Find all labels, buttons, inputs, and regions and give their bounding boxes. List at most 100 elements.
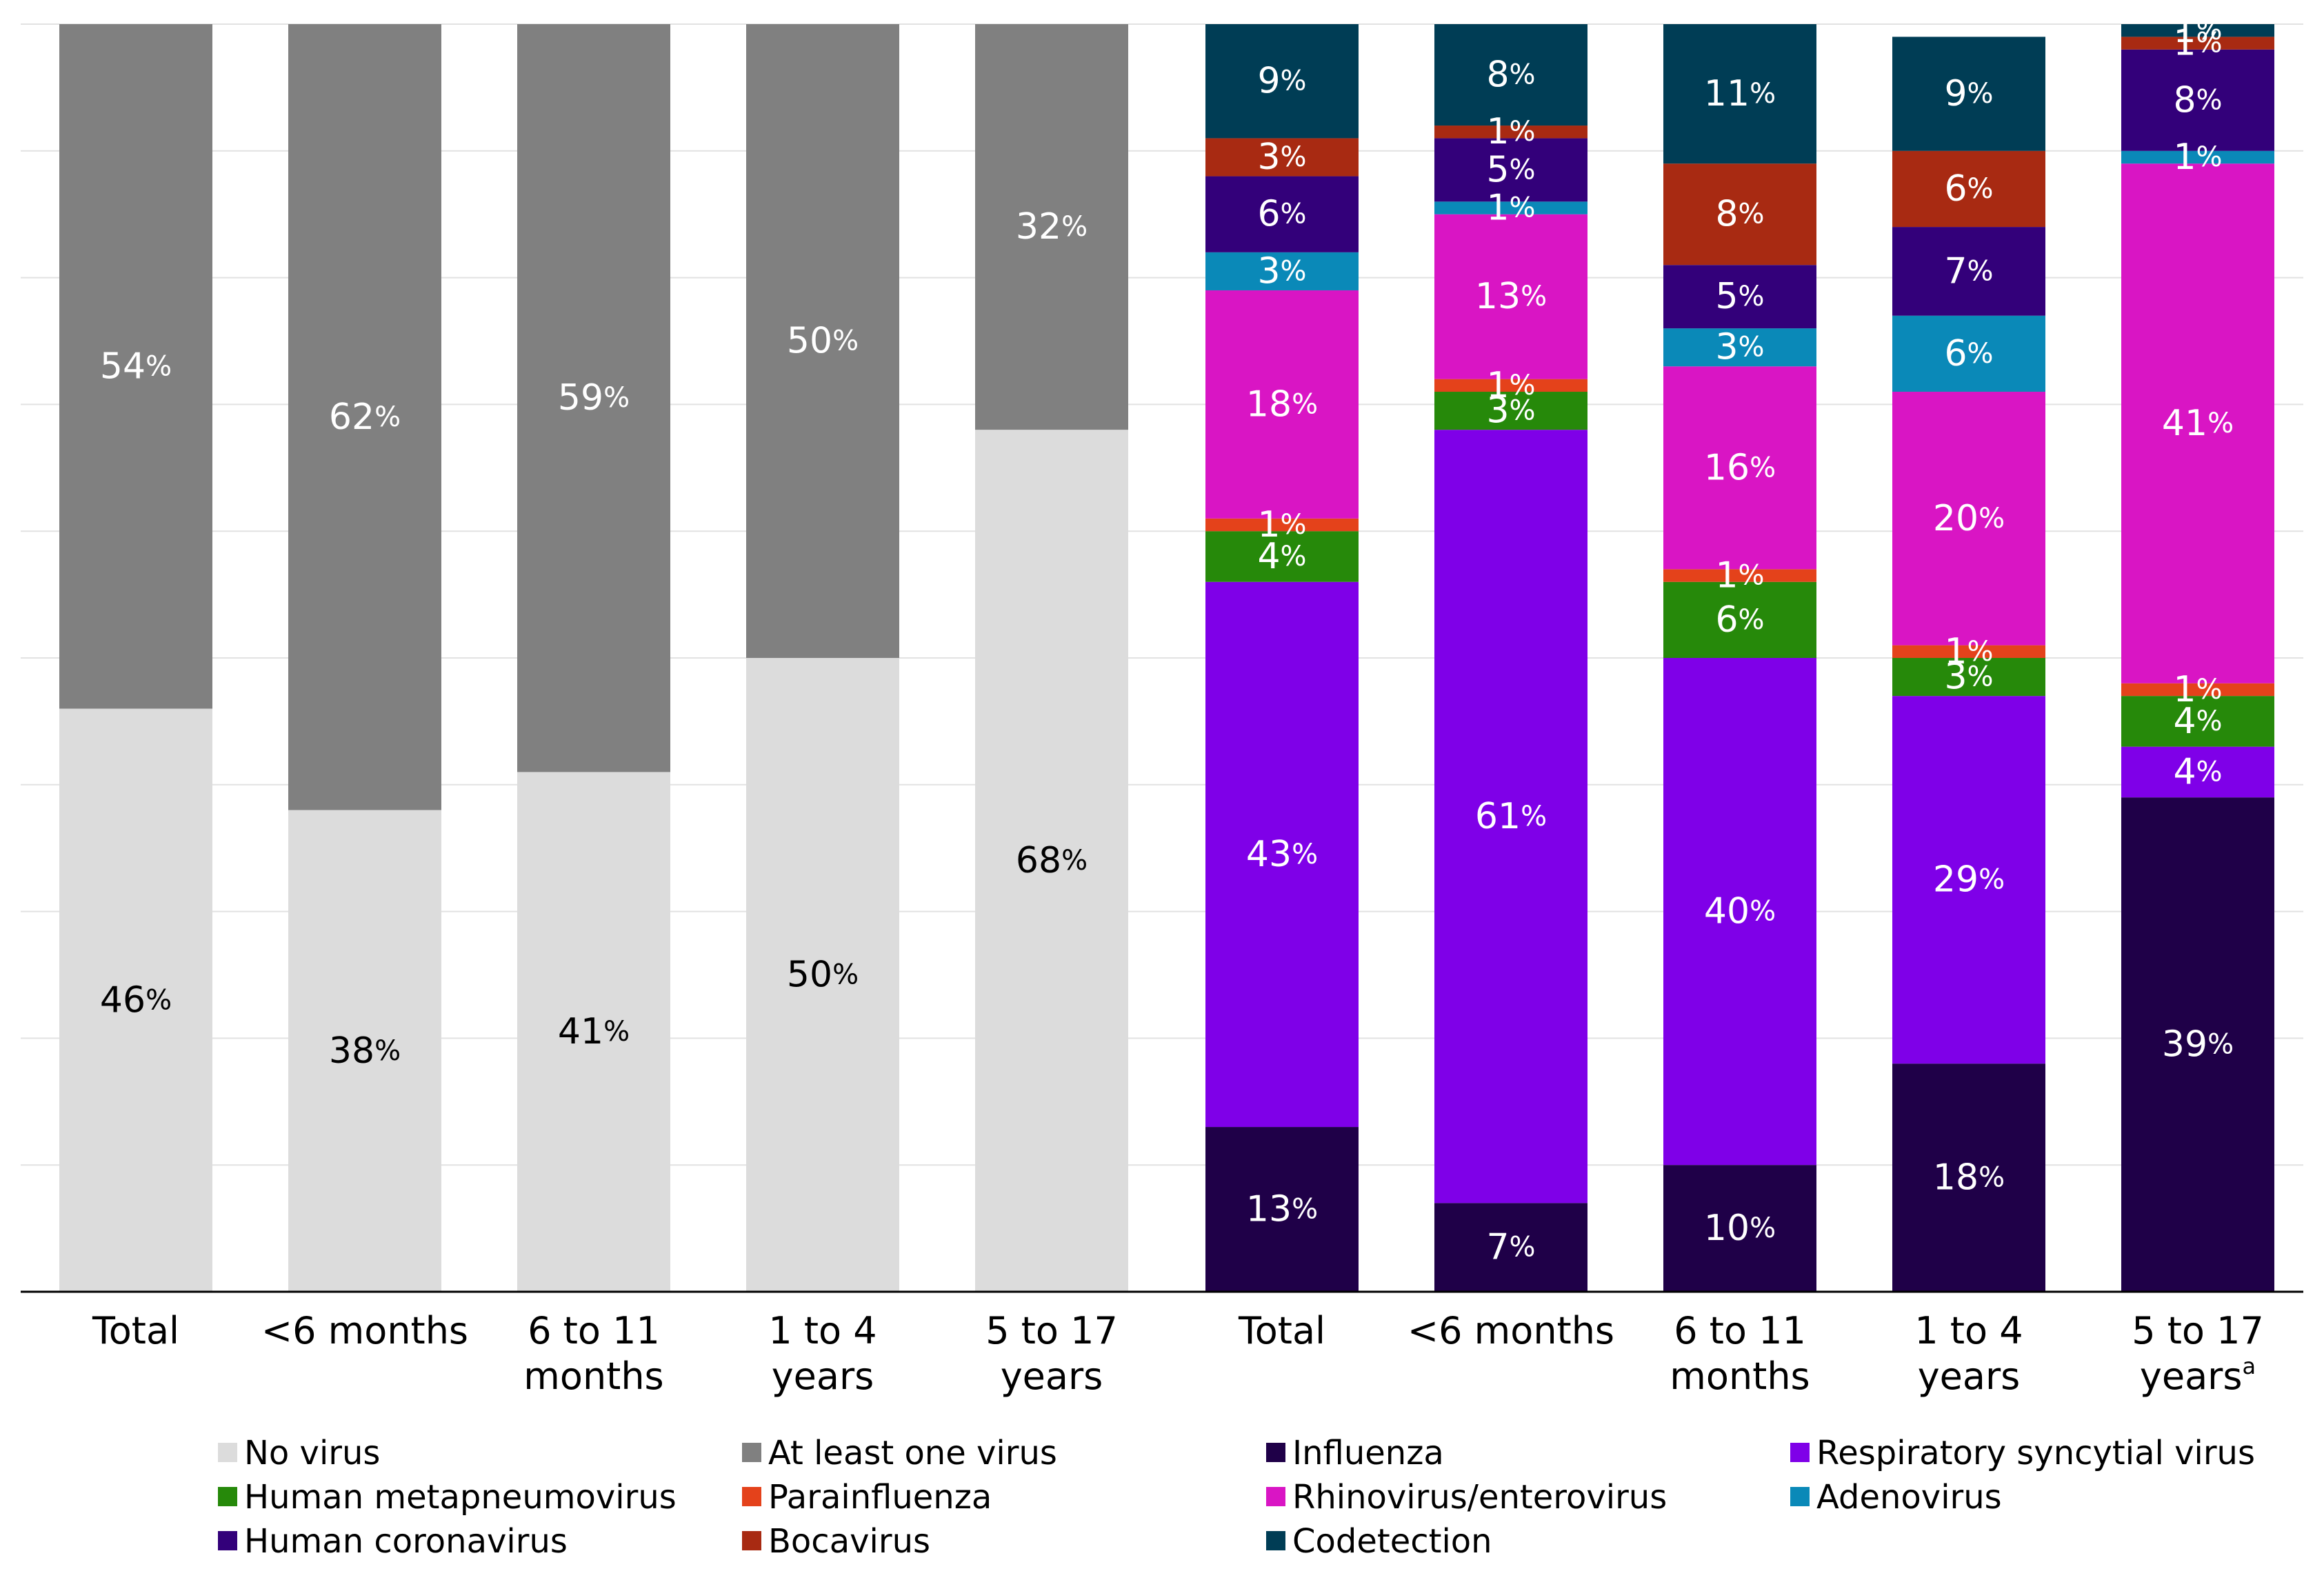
bar-virus_type-6-months-rhinovirus-enterovirus [1434, 214, 1587, 379]
bar-virus_detection-1-to-4-years-no-virus [746, 658, 899, 1292]
x-tick-labels: Total <6 months 6 to 11 months 1 to 4 years 5 … [92, 1309, 2264, 1398]
data-label-virus_type-total-influenza: 13% [1246, 1189, 1318, 1230]
bar-virus_type-6-months-human-metapneumovirus [1434, 392, 1587, 430]
legend-label-influenza: Influenza [1292, 1434, 1444, 1472]
bar-virus_type-6-months-respiratory-syncytial-virus [1434, 430, 1587, 1203]
legend-label-codetection: Codetection [1292, 1522, 1492, 1561]
bar-virus_type-6-to-11-months-respiratory-syncytial-virus [1663, 658, 1816, 1166]
data-label-virus_type-5-to-17-years-rhinovirus-enterovirus: 41% [2162, 403, 2234, 444]
x-tick-label-virus_type-1-to-4-years: 1 to 4 years [1914, 1309, 2023, 1398]
bar-virus_detection-6-to-11-months-at-least-one-virus [517, 24, 670, 772]
bar-virus_type-1-to-4-years-rhinovirus-enterovirus [1892, 392, 2045, 646]
data-label-virus_type-total-respiratory-syncytial-virus: 43% [1246, 834, 1318, 875]
bar-virus_type-5-to-17-years-human-coronavirus [2121, 49, 2274, 151]
data-label-virus_type-6-months-human-coronavirus: 5% [1486, 149, 1535, 190]
data-label-virus_detection-6-to-11-months-at-least-one-virus: 59% [558, 377, 630, 419]
bar-virus_type-6-to-11-months-bocavirus [1663, 163, 1816, 266]
bar-virus_type-1-to-4-years-human-metapneumovirus [1892, 658, 2045, 697]
bar-virus_detection-total-at-least-one-virus [59, 24, 212, 709]
bar-virus_type-5-to-17-years-human-metapneumovirus [2121, 696, 2274, 747]
bar-virus_type-total-codetection [1205, 24, 1359, 139]
data-label-virus_type-6-to-11-months-human-metapneumovirus: 6% [1715, 599, 1764, 641]
data-label-virus_type-6-to-11-months-codetection: 11% [1704, 73, 1776, 114]
data-label-virus_type-6-to-11-months-parainfluenza: 1% [1715, 555, 1764, 597]
bar-virus_type-6-to-11-months-rhinovirus-enterovirus [1663, 366, 1816, 570]
bar-virus_type-5-to-17-years-bocavirus [2121, 37, 2274, 50]
bar-virus_type-5-to-17-years-influenza [2121, 797, 2274, 1292]
legend-swatch-human-coronavirus [218, 1531, 237, 1550]
bar-virus_type-6-to-11-months-codetection [1663, 24, 1816, 164]
data-label-virus_type-1-to-4-years-bocavirus: 6% [1944, 168, 1993, 210]
legend-swatch-adenovirus [1790, 1487, 1810, 1506]
bar-virus_type-6-to-11-months-human-coronavirus [1663, 265, 1816, 329]
legend-swatch-bocavirus [742, 1531, 761, 1550]
bar-virus_type-1-to-4-years-human-coronavirus [1892, 227, 2045, 316]
legend-swatch-no-virus [218, 1443, 237, 1462]
bar-virus_type-total-rhinovirus-enterovirus [1205, 290, 1359, 519]
data-label-virus_detection-total-at-least-one-virus: 54% [100, 346, 172, 387]
legend-swatch-rhinovirus-enterovirus [1266, 1487, 1285, 1506]
bar-virus_type-6-months-human-coronavirus [1434, 138, 1587, 202]
bar-virus_type-1-to-4-years-respiratory-syncytial-virus [1892, 696, 2045, 1064]
bar-virus_type-1-to-4-years-adenovirus [1892, 315, 2045, 392]
data-label-virus_type-6-to-11-months-influenza: 10% [1704, 1208, 1776, 1249]
x-tick-label-virus_detection-6-to-11-months: 6 to 11 months [523, 1309, 663, 1398]
bar-virus_type-6-months-parainfluenza [1434, 379, 1587, 392]
data-label-virus_type-1-to-4-years-human-metapneumovirus: 3% [1944, 657, 1993, 698]
data-label-virus_detection-1-to-4-years-no-virus: 50% [787, 955, 859, 996]
data-label-virus_type-1-to-4-years-respiratory-syncytial-virus: 29% [1933, 859, 2005, 901]
bar-virus_type-total-human-metapneumovirus [1205, 531, 1359, 582]
data-label-virus_detection-1-to-4-years-at-least-one-virus: 50% [787, 321, 859, 362]
bar-virus_detection-total-no-virus [59, 708, 212, 1292]
data-label-virus_type-5-to-17-years-respiratory-syncytial-virus: 4% [2173, 751, 2222, 792]
data-label-virus_type-5-to-17-years-human-coronavirus: 8% [2173, 79, 2222, 121]
bar-virus_type-6-months-bocavirus [1434, 126, 1587, 139]
legend-swatch-human-metapneumovirus [218, 1487, 237, 1506]
data-label-virus_type-5-to-17-years-codetection: 1% [2173, 10, 2222, 51]
bar-virus_type-total-respiratory-syncytial-virus [1205, 581, 1359, 1128]
legend-swatch-respiratory-syncytial-virus [1790, 1443, 1810, 1462]
data-label-virus_type-6-to-11-months-bocavirus: 8% [1715, 194, 1764, 235]
data-label-virus_type-6-months-influenza: 7% [1486, 1227, 1535, 1268]
legend-label-adenovirus: Adenovirus [1816, 1478, 2002, 1517]
data-label-virus_detection-5-to-17-years-at-least-one-virus: 32% [1016, 206, 1088, 248]
segment-labels: 46%54%38%62%41%59%50%50%68%32%13%43%4%1%… [100, 10, 2234, 1268]
data-label-virus_type-6-to-11-months-adenovirus: 3% [1715, 327, 1764, 368]
x-tick-label-virus_detection-total: Total [92, 1309, 179, 1352]
data-label-virus_type-1-to-4-years-influenza: 18% [1933, 1157, 2005, 1199]
data-label-virus_type-5-to-17-years-influenza: 39% [2162, 1024, 2234, 1066]
bar-virus_type-6-to-11-months-human-metapneumovirus [1663, 581, 1816, 658]
legend-swatch-at-least-one-virus [742, 1443, 761, 1462]
bar-virus_type-5-to-17-years-codetection [2121, 24, 2274, 37]
data-label-virus_detection-6-months-no-virus: 38% [329, 1030, 401, 1072]
data-label-virus_type-total-codetection: 9% [1257, 61, 1306, 102]
bar-virus_detection-5-to-17-years-no-virus [975, 430, 1128, 1292]
legend-label-rhinovirus-enterovirus: Rhinovirus/enterovirus [1292, 1478, 1667, 1517]
bar-virus_type-6-to-11-months-influenza [1663, 1165, 1816, 1292]
data-label-virus_type-1-to-4-years-codetection: 9% [1944, 73, 1993, 114]
x-tick-label-virus_detection-5-to-17-years: 5 to 17 years [985, 1309, 1118, 1398]
data-label-virus_type-5-to-17-years-adenovirus: 1% [2173, 137, 2222, 178]
bar-virus_detection-6-months-at-least-one-virus [288, 24, 441, 810]
data-label-virus_type-total-bocavirus: 3% [1257, 137, 1306, 178]
data-label-virus_type-6-months-parainfluenza: 1% [1486, 365, 1535, 406]
bar-virus_type-6-months-adenovirus [1434, 201, 1587, 214]
bar-virus_type-total-bocavirus [1205, 138, 1359, 177]
bar-virus_type-total-influenza [1205, 1127, 1359, 1292]
bar-virus_detection-6-months-no-virus [288, 810, 441, 1292]
bar-virus_type-5-to-17-years-adenovirus [2121, 150, 2274, 164]
x-tick-label-virus_detection-6-months: <6 months [261, 1309, 468, 1352]
bar-virus_type-5-to-17-years-respiratory-syncytial-virus [2121, 746, 2274, 798]
legend-swatch-parainfluenza [742, 1487, 761, 1506]
bar-virus_type-5-to-17-years-rhinovirus-enterovirus [2121, 163, 2274, 683]
data-label-virus_type-6-months-bocavirus: 1% [1486, 111, 1535, 152]
data-label-virus_type-1-to-4-years-parainfluenza: 1% [1944, 631, 1993, 672]
data-label-virus_type-6-to-11-months-rhinovirus-enterovirus: 16% [1704, 447, 1776, 488]
data-label-virus_type-5-to-17-years-human-metapneumovirus: 4% [2173, 701, 2222, 742]
bar-virus_type-total-adenovirus [1205, 252, 1359, 290]
data-label-virus_detection-6-to-11-months-no-virus: 41% [558, 1011, 630, 1052]
legend-label-human-metapneumovirus: Human metapneumovirus [244, 1478, 677, 1517]
legend-label-bocavirus: Bocavirus [768, 1522, 930, 1561]
data-label-virus_type-6-to-11-months-human-coronavirus: 5% [1715, 276, 1764, 317]
